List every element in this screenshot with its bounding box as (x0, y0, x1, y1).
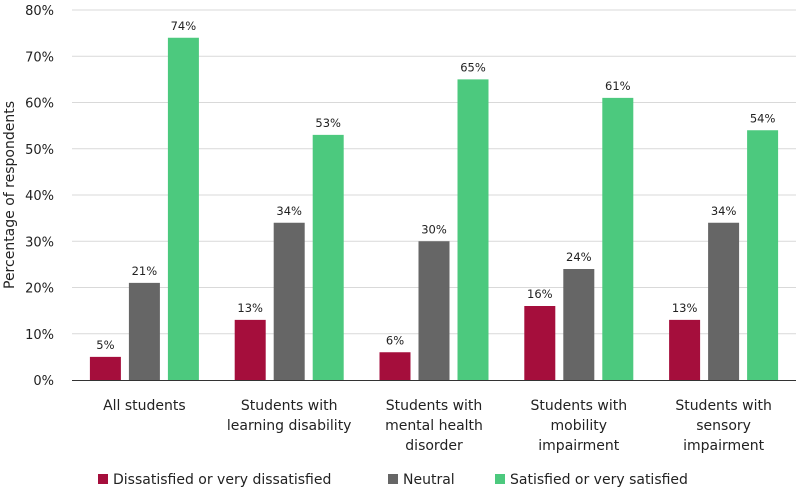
data-label: 21% (132, 264, 158, 278)
bar (312, 134, 344, 380)
legend-swatch (388, 474, 398, 484)
y-tick-label: 60% (25, 97, 54, 112)
y-tick-label: 40% (25, 189, 54, 204)
bar (128, 282, 160, 380)
bar (708, 222, 740, 380)
y-tick-label: 80% (25, 4, 54, 19)
y-tick-label: 20% (25, 282, 54, 297)
x-tick-label: Students with mobility impairment (531, 398, 628, 454)
bar (563, 269, 595, 380)
data-label: 16% (527, 287, 553, 301)
y-tick-label: 10% (25, 328, 54, 343)
x-tick-label: All students (103, 398, 186, 414)
data-label: 53% (315, 116, 341, 130)
bar (418, 241, 450, 380)
bar (167, 37, 199, 380)
data-label: 13% (237, 301, 263, 315)
bar (524, 306, 556, 380)
data-label: 34% (711, 204, 737, 218)
legend-label: Satisfied or very satisfied (510, 472, 688, 488)
bar (669, 319, 701, 380)
legend-label: Dissatisfied or very dissatisfied (113, 472, 331, 488)
bar (602, 97, 634, 380)
data-label: 5% (96, 338, 114, 352)
y-axis-label: Percentage of respondents (2, 101, 18, 289)
data-label: 34% (276, 204, 302, 218)
y-tick-label: 0% (33, 374, 54, 389)
data-label: 24% (566, 250, 592, 264)
x-tick-label: Students with learning disability (227, 398, 352, 434)
bar (457, 79, 489, 380)
y-tick-label: 50% (25, 143, 54, 158)
bar (747, 130, 779, 380)
x-tick-label: Students with sensory impairment (675, 398, 772, 454)
data-label: 65% (460, 60, 486, 74)
data-label: 54% (750, 111, 776, 125)
x-axis: All students Students with learning disabi… (72, 380, 796, 454)
legend-swatch (98, 474, 108, 484)
y-axis-ticks: 0% 10% 20% 30% 40% 50% 60% 70% 80% (25, 4, 54, 389)
data-label: 30% (421, 222, 447, 236)
bar (379, 352, 411, 380)
data-label: 74% (171, 19, 197, 33)
x-tick-label: Students with mental health disorder (385, 398, 483, 454)
bar (273, 222, 305, 380)
bar (89, 356, 121, 380)
data-label: 13% (672, 301, 698, 315)
legend-label: Neutral (403, 472, 455, 488)
y-tick-label: 30% (25, 235, 54, 250)
legend-swatch (495, 474, 505, 484)
data-label: 6% (386, 333, 404, 347)
legend: Dissatisfied or very dissatisfied Neutral… (98, 472, 688, 488)
bar (234, 319, 266, 380)
data-label: 61% (605, 79, 631, 93)
bars: 5% 21% 74% 13% 34% 53% 6% 30% 65% 16% 24% 61% 13% 34%… (89, 19, 779, 380)
y-tick-label: 70% (25, 50, 54, 65)
